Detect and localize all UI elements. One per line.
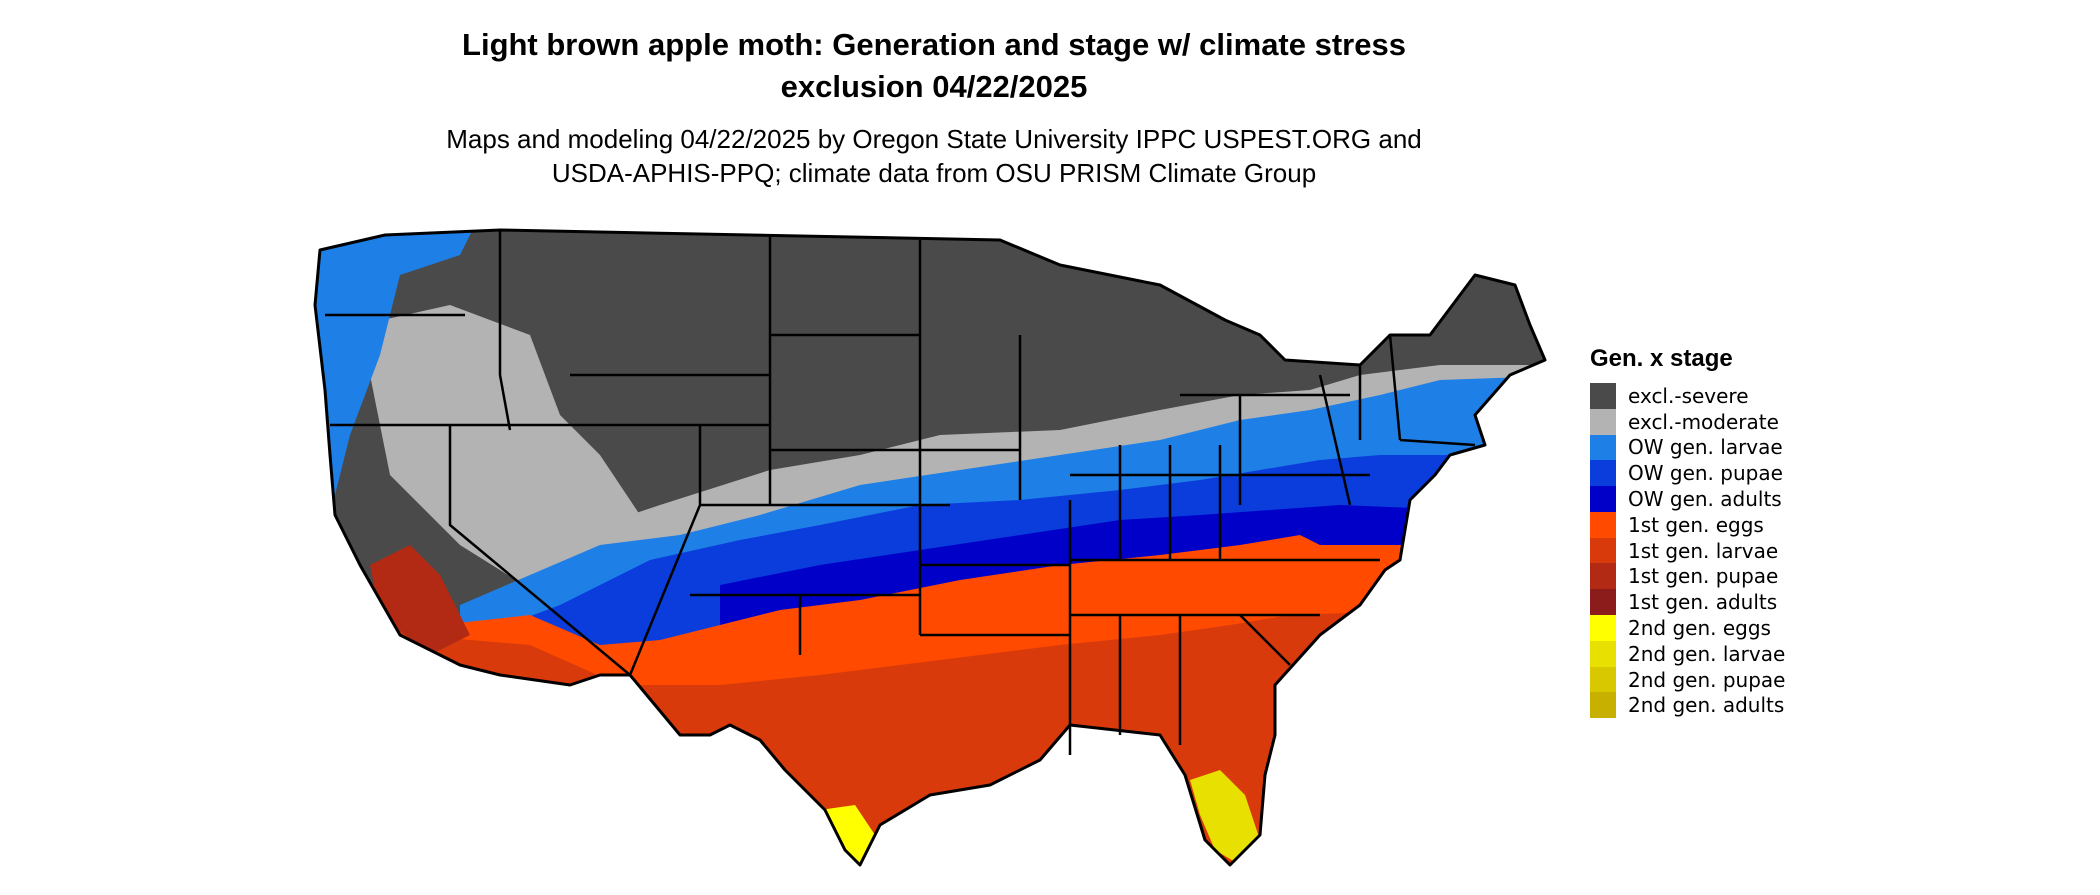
legend-label: 1st gen. larvae: [1628, 538, 1779, 563]
zone-2nd-gen-larvae-florida: [1190, 770, 1260, 865]
map-subtitle: Maps and modeling 04/22/2025 by Oregon S…: [0, 122, 1868, 190]
legend-item: 2nd gen. eggs: [1590, 615, 1785, 642]
zone-2nd-gen-eggs-texas: [820, 805, 875, 865]
legend-label: 2nd gen. adults: [1628, 693, 1785, 718]
zone-ow-larvae-northwest: [315, 230, 480, 515]
map-title-line-2: exclusion 04/22/2025: [780, 69, 1088, 104]
legend-swatch: [1590, 434, 1616, 461]
legend-item: 2nd gen. larvae: [1590, 640, 1786, 667]
legend-items: excl.-severe excl.-moderate OW gen. larvae…: [1590, 382, 1786, 719]
legend-swatch: [1590, 563, 1616, 590]
legend-swatch: [1590, 589, 1616, 616]
legend-label: excl.-moderate: [1628, 409, 1779, 434]
legend-label: OW gen. adults: [1628, 487, 1782, 512]
map-subtitle-line-2: USDA-APHIS-PPQ; climate data from OSU PR…: [551, 158, 1317, 188]
legend-item: 1st gen. eggs: [1590, 511, 1785, 538]
map-title-line-1: Light brown apple moth: Generation and s…: [462, 27, 1406, 62]
legend-swatch: [1590, 615, 1616, 642]
state-borders: [325, 230, 1476, 755]
legend-item: OW gen. pupae: [1590, 460, 1785, 487]
legend-swatch: [1590, 382, 1616, 409]
legend-item: 1st gen. adults: [1590, 589, 1785, 616]
legend-label: 1st gen. eggs: [1628, 512, 1764, 537]
legend-swatch: [1590, 486, 1616, 513]
legend-swatch: [1590, 537, 1616, 564]
map-title: Light brown apple moth: Generation and s…: [0, 24, 1868, 108]
legend-item: 2nd gen. pupae: [1590, 666, 1786, 693]
us-outline: [313, 228, 1547, 867]
legend-swatch: [1590, 666, 1616, 693]
legend-label: 2nd gen. larvae: [1628, 641, 1786, 666]
legend-label: 1st gen. adults: [1628, 590, 1778, 615]
legend-item: excl.-moderate: [1590, 408, 1785, 435]
legend-label: 2nd gen. pupae: [1628, 667, 1786, 692]
legend-label: 1st gen. pupae: [1628, 564, 1779, 589]
legend-item: OW gen. larvae: [1590, 434, 1785, 461]
legend-title: Gen. x stage: [1590, 345, 1733, 372]
legend-swatch: [1590, 408, 1616, 435]
legend-swatch: [1590, 460, 1616, 487]
zone-1st-gen-pupae: [370, 545, 470, 655]
legend-item: OW gen. adults: [1590, 486, 1785, 513]
legend-item: 1st gen. larvae: [1590, 537, 1785, 564]
legend-label: excl.-severe: [1628, 383, 1749, 408]
legend-item: 2nd gen. adults: [1590, 692, 1785, 719]
legend-item: excl.-severe: [1590, 382, 1785, 409]
legend-swatch: [1590, 692, 1616, 719]
map-subtitle-line-1: Maps and modeling 04/22/2025 by Oregon S…: [446, 124, 1422, 154]
us-generation-stage-map: [313, 228, 1547, 867]
legend-item: 1st gen. pupae: [1590, 563, 1785, 590]
legend-label: 2nd gen. eggs: [1628, 616, 1771, 641]
legend-swatch: [1590, 640, 1616, 667]
zone-excl-moderate-west: [360, 305, 660, 615]
legend-label: OW gen. pupae: [1628, 461, 1783, 486]
legend-swatch: [1590, 511, 1616, 538]
legend-label: OW gen. larvae: [1628, 435, 1783, 460]
legend: Gen. x stage excl.-severe excl.-moderate O…: [1590, 345, 1786, 719]
